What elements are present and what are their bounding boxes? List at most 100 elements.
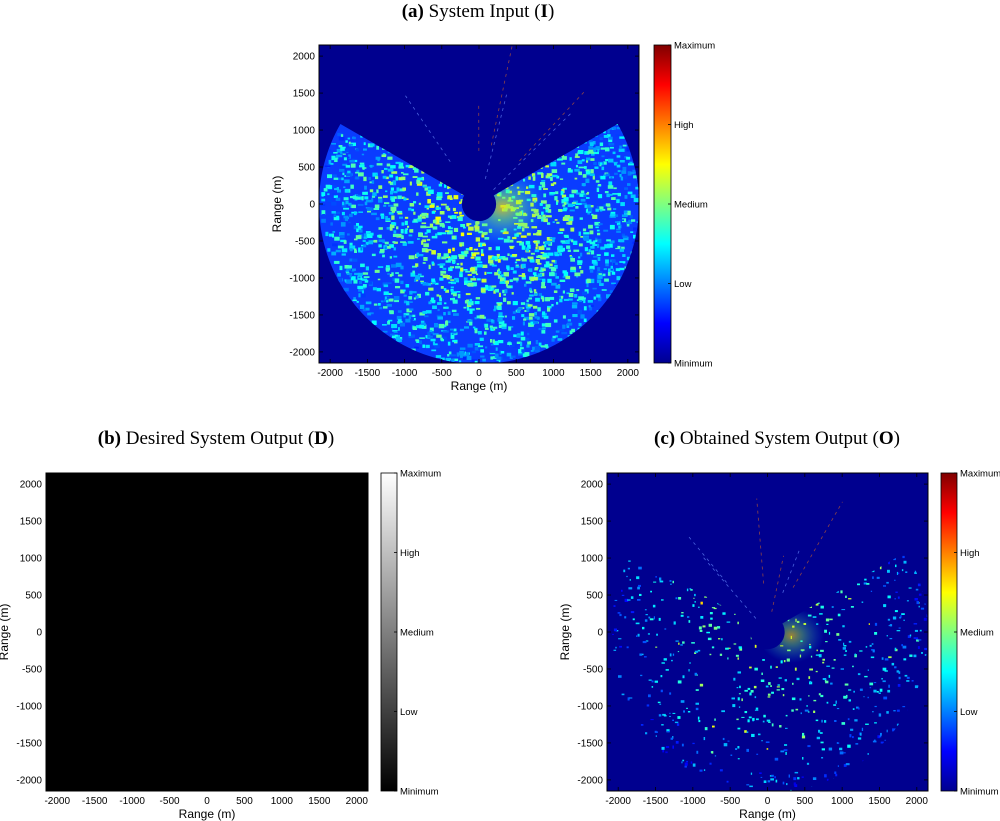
speckle-mark <box>831 606 834 608</box>
speckle-mark <box>632 618 635 621</box>
speckle-mark <box>794 771 799 774</box>
speckle-mark <box>542 268 546 272</box>
speckle-mark <box>462 356 467 360</box>
speckle-mark <box>484 327 489 330</box>
speckle-mark <box>469 267 476 272</box>
speckle-mark <box>332 174 337 178</box>
speckle-mark <box>448 320 451 323</box>
speckle-mark <box>826 665 830 667</box>
speckle-mark <box>352 195 358 200</box>
speckle-mark <box>529 290 533 293</box>
speckle-mark <box>623 569 626 573</box>
speckle-mark <box>603 130 606 134</box>
speckle-mark <box>524 352 530 357</box>
speckle-mark <box>426 214 429 218</box>
speckle-mark <box>526 344 530 348</box>
speckle-mark <box>867 696 869 699</box>
speckle-mark <box>737 727 741 730</box>
speckle-mark <box>571 328 575 333</box>
speckle-mark <box>601 273 606 277</box>
speckle-mark <box>887 689 891 693</box>
speckle-mark <box>678 642 680 645</box>
speckle-mark <box>393 255 398 258</box>
speckle-mark <box>816 602 820 604</box>
speckle-mark <box>482 264 488 268</box>
speckle-mark <box>428 301 432 305</box>
speckle-mark <box>364 280 369 283</box>
speckle-mark <box>672 712 676 714</box>
speckle-mark <box>572 314 578 318</box>
speckle-mark <box>525 281 532 284</box>
speckle-mark <box>394 278 400 283</box>
speckle-mark <box>659 580 664 583</box>
speckle-mark <box>696 750 699 754</box>
speckle-mark <box>826 778 829 782</box>
speckle-mark <box>682 675 685 679</box>
speckle-mark <box>592 175 595 180</box>
speckle-mark <box>477 345 484 348</box>
speckle-mark <box>766 719 771 722</box>
speckle-mark <box>586 278 591 282</box>
speckle-mark <box>873 682 877 684</box>
speckle-mark <box>507 253 510 256</box>
speckle-mark <box>327 193 330 196</box>
speckle-mark <box>663 715 667 717</box>
speckle-mark <box>662 749 665 753</box>
speckle-mark <box>478 242 481 247</box>
speckle-mark <box>497 305 502 310</box>
speckle-mark <box>839 751 844 755</box>
speckle-mark <box>459 273 463 278</box>
speckle-mark <box>529 316 533 320</box>
speckle-mark <box>502 257 509 261</box>
speckle-mark <box>781 688 785 691</box>
speckle-mark <box>534 267 539 269</box>
speckle-mark <box>896 670 900 673</box>
speckle-mark <box>896 630 901 632</box>
speckle-mark <box>593 296 596 300</box>
speckle-mark <box>619 248 624 252</box>
speckle-mark <box>847 718 850 721</box>
speckle-mark <box>591 213 594 216</box>
speckle-mark <box>887 618 891 621</box>
speckle-mark <box>776 689 780 691</box>
speckle-mark <box>658 617 661 621</box>
speckle-mark <box>651 686 654 688</box>
speckle-mark <box>472 253 476 257</box>
speckle-mark <box>536 255 541 258</box>
speckle-mark <box>533 233 539 236</box>
speckle-mark <box>436 294 440 297</box>
speckle-mark <box>593 240 597 243</box>
speckle-mark <box>530 350 534 352</box>
speckle-mark <box>474 301 480 305</box>
speckle-mark <box>504 289 508 294</box>
y-tick-label: 1500 <box>581 517 604 528</box>
speckle-mark <box>393 247 396 251</box>
speckle-mark <box>774 776 776 779</box>
speckle-mark <box>460 232 465 237</box>
speckle-mark <box>578 300 582 302</box>
speckle-mark <box>837 765 839 767</box>
speckle-mark <box>661 662 665 664</box>
speckle-mark <box>542 327 546 330</box>
speckle-mark <box>756 753 759 755</box>
speckle-mark <box>914 570 918 573</box>
speckle-mark <box>489 263 495 266</box>
speckle-mark <box>451 289 454 293</box>
speckle-mark <box>549 193 554 196</box>
speckle-mark <box>808 695 810 697</box>
y-tick-label: 1500 <box>20 517 43 528</box>
speckle-mark <box>896 723 899 726</box>
speckle-mark <box>801 735 806 739</box>
speckle-mark <box>497 317 503 322</box>
speckle-mark <box>448 227 453 230</box>
inner-hole <box>461 186 497 222</box>
speckle-mark <box>441 256 447 260</box>
speckle-mark <box>385 282 392 284</box>
speckle-mark <box>760 679 765 682</box>
speckle-mark <box>881 678 883 680</box>
speckle-mark <box>462 253 468 257</box>
speckle-mark <box>489 351 496 354</box>
speckle-mark <box>533 289 537 292</box>
title-symbol: I <box>541 1 548 22</box>
speckle-mark <box>389 256 392 259</box>
